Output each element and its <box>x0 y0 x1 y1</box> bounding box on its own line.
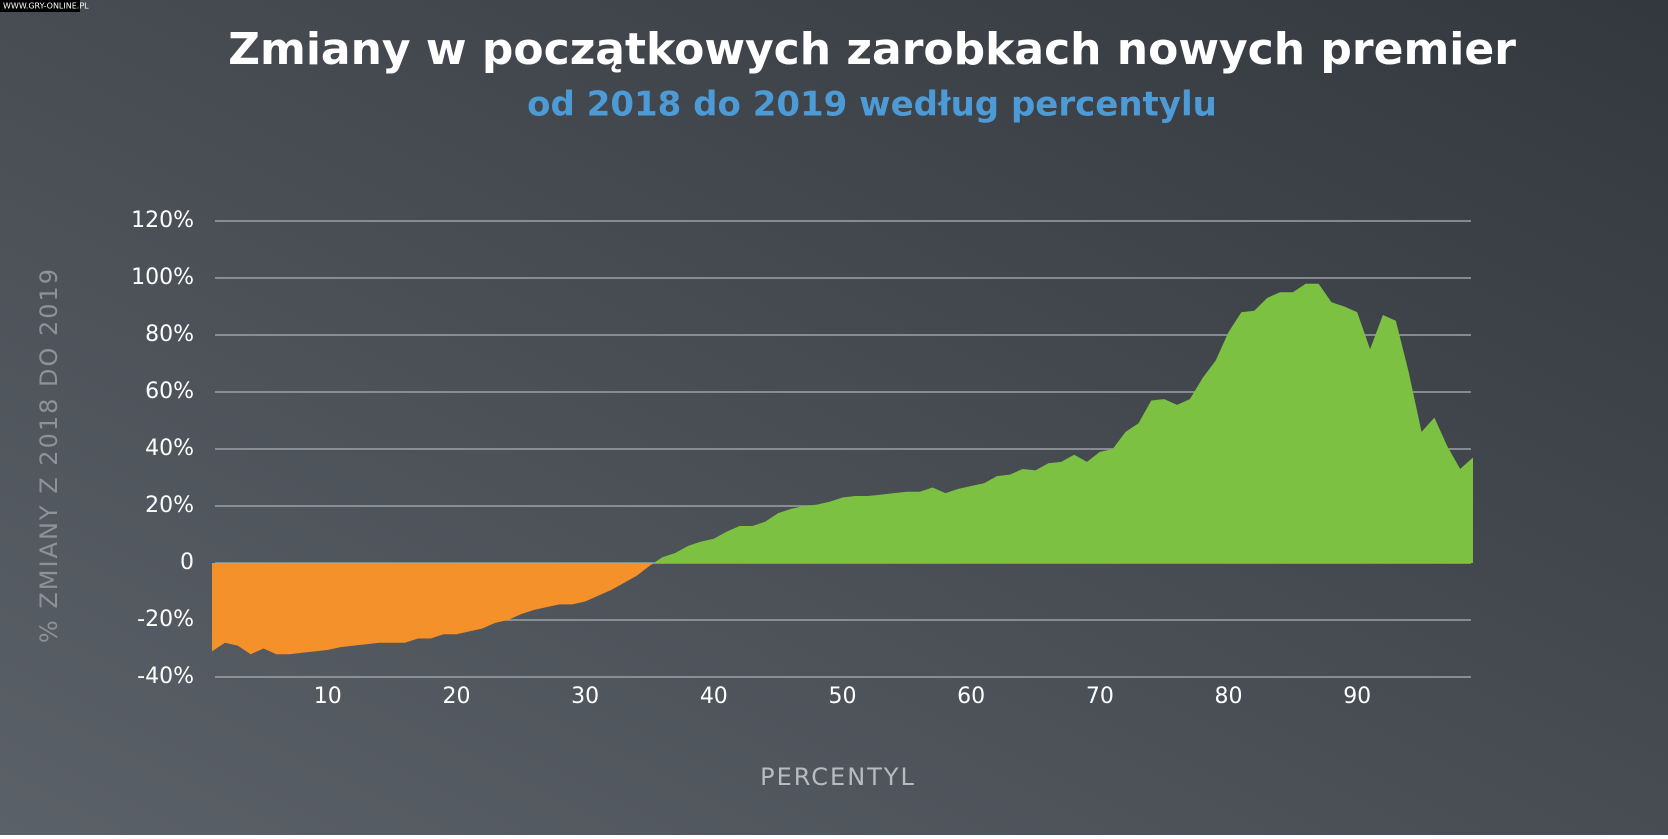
y-tick-label: 60% <box>145 379 194 404</box>
watermark-box <box>0 0 80 12</box>
y-tick-label: -20% <box>137 607 194 632</box>
x-axis-label: PERCENTYL <box>760 763 916 791</box>
y-tick-label: 80% <box>145 322 194 347</box>
y-tick-label: -40% <box>137 664 194 689</box>
area <box>212 283 1473 655</box>
y-tick-label: 20% <box>145 493 194 518</box>
y-tick-label: 40% <box>145 436 194 461</box>
y-axis-label: % ZMIANY Z 2018 DO 2019 <box>35 267 63 643</box>
chart-subtitle: od 2018 do 2019 według percentylu <box>527 85 1217 125</box>
x-tick-label: 90 <box>1343 684 1371 709</box>
y-tick-label: 0 <box>180 550 194 575</box>
x-tick-label: 70 <box>1086 684 1114 709</box>
x-tick-label: 80 <box>1215 684 1243 709</box>
watermark: WWW.GRY-ONLINE.PL <box>3 2 89 11</box>
x-tick-label: 40 <box>700 684 728 709</box>
chart-title: Zmiany w początkowych zarobkach nowych p… <box>228 24 1516 75</box>
y-tick-label: 120% <box>131 208 194 233</box>
x-tick-label: 20 <box>442 684 470 709</box>
x-tick-label: 10 <box>314 684 342 709</box>
x-tick-label: 50 <box>829 684 857 709</box>
y-tick-label: 100% <box>131 265 194 290</box>
x-tick-label: 60 <box>957 684 985 709</box>
x-tick-label: 30 <box>571 684 599 709</box>
